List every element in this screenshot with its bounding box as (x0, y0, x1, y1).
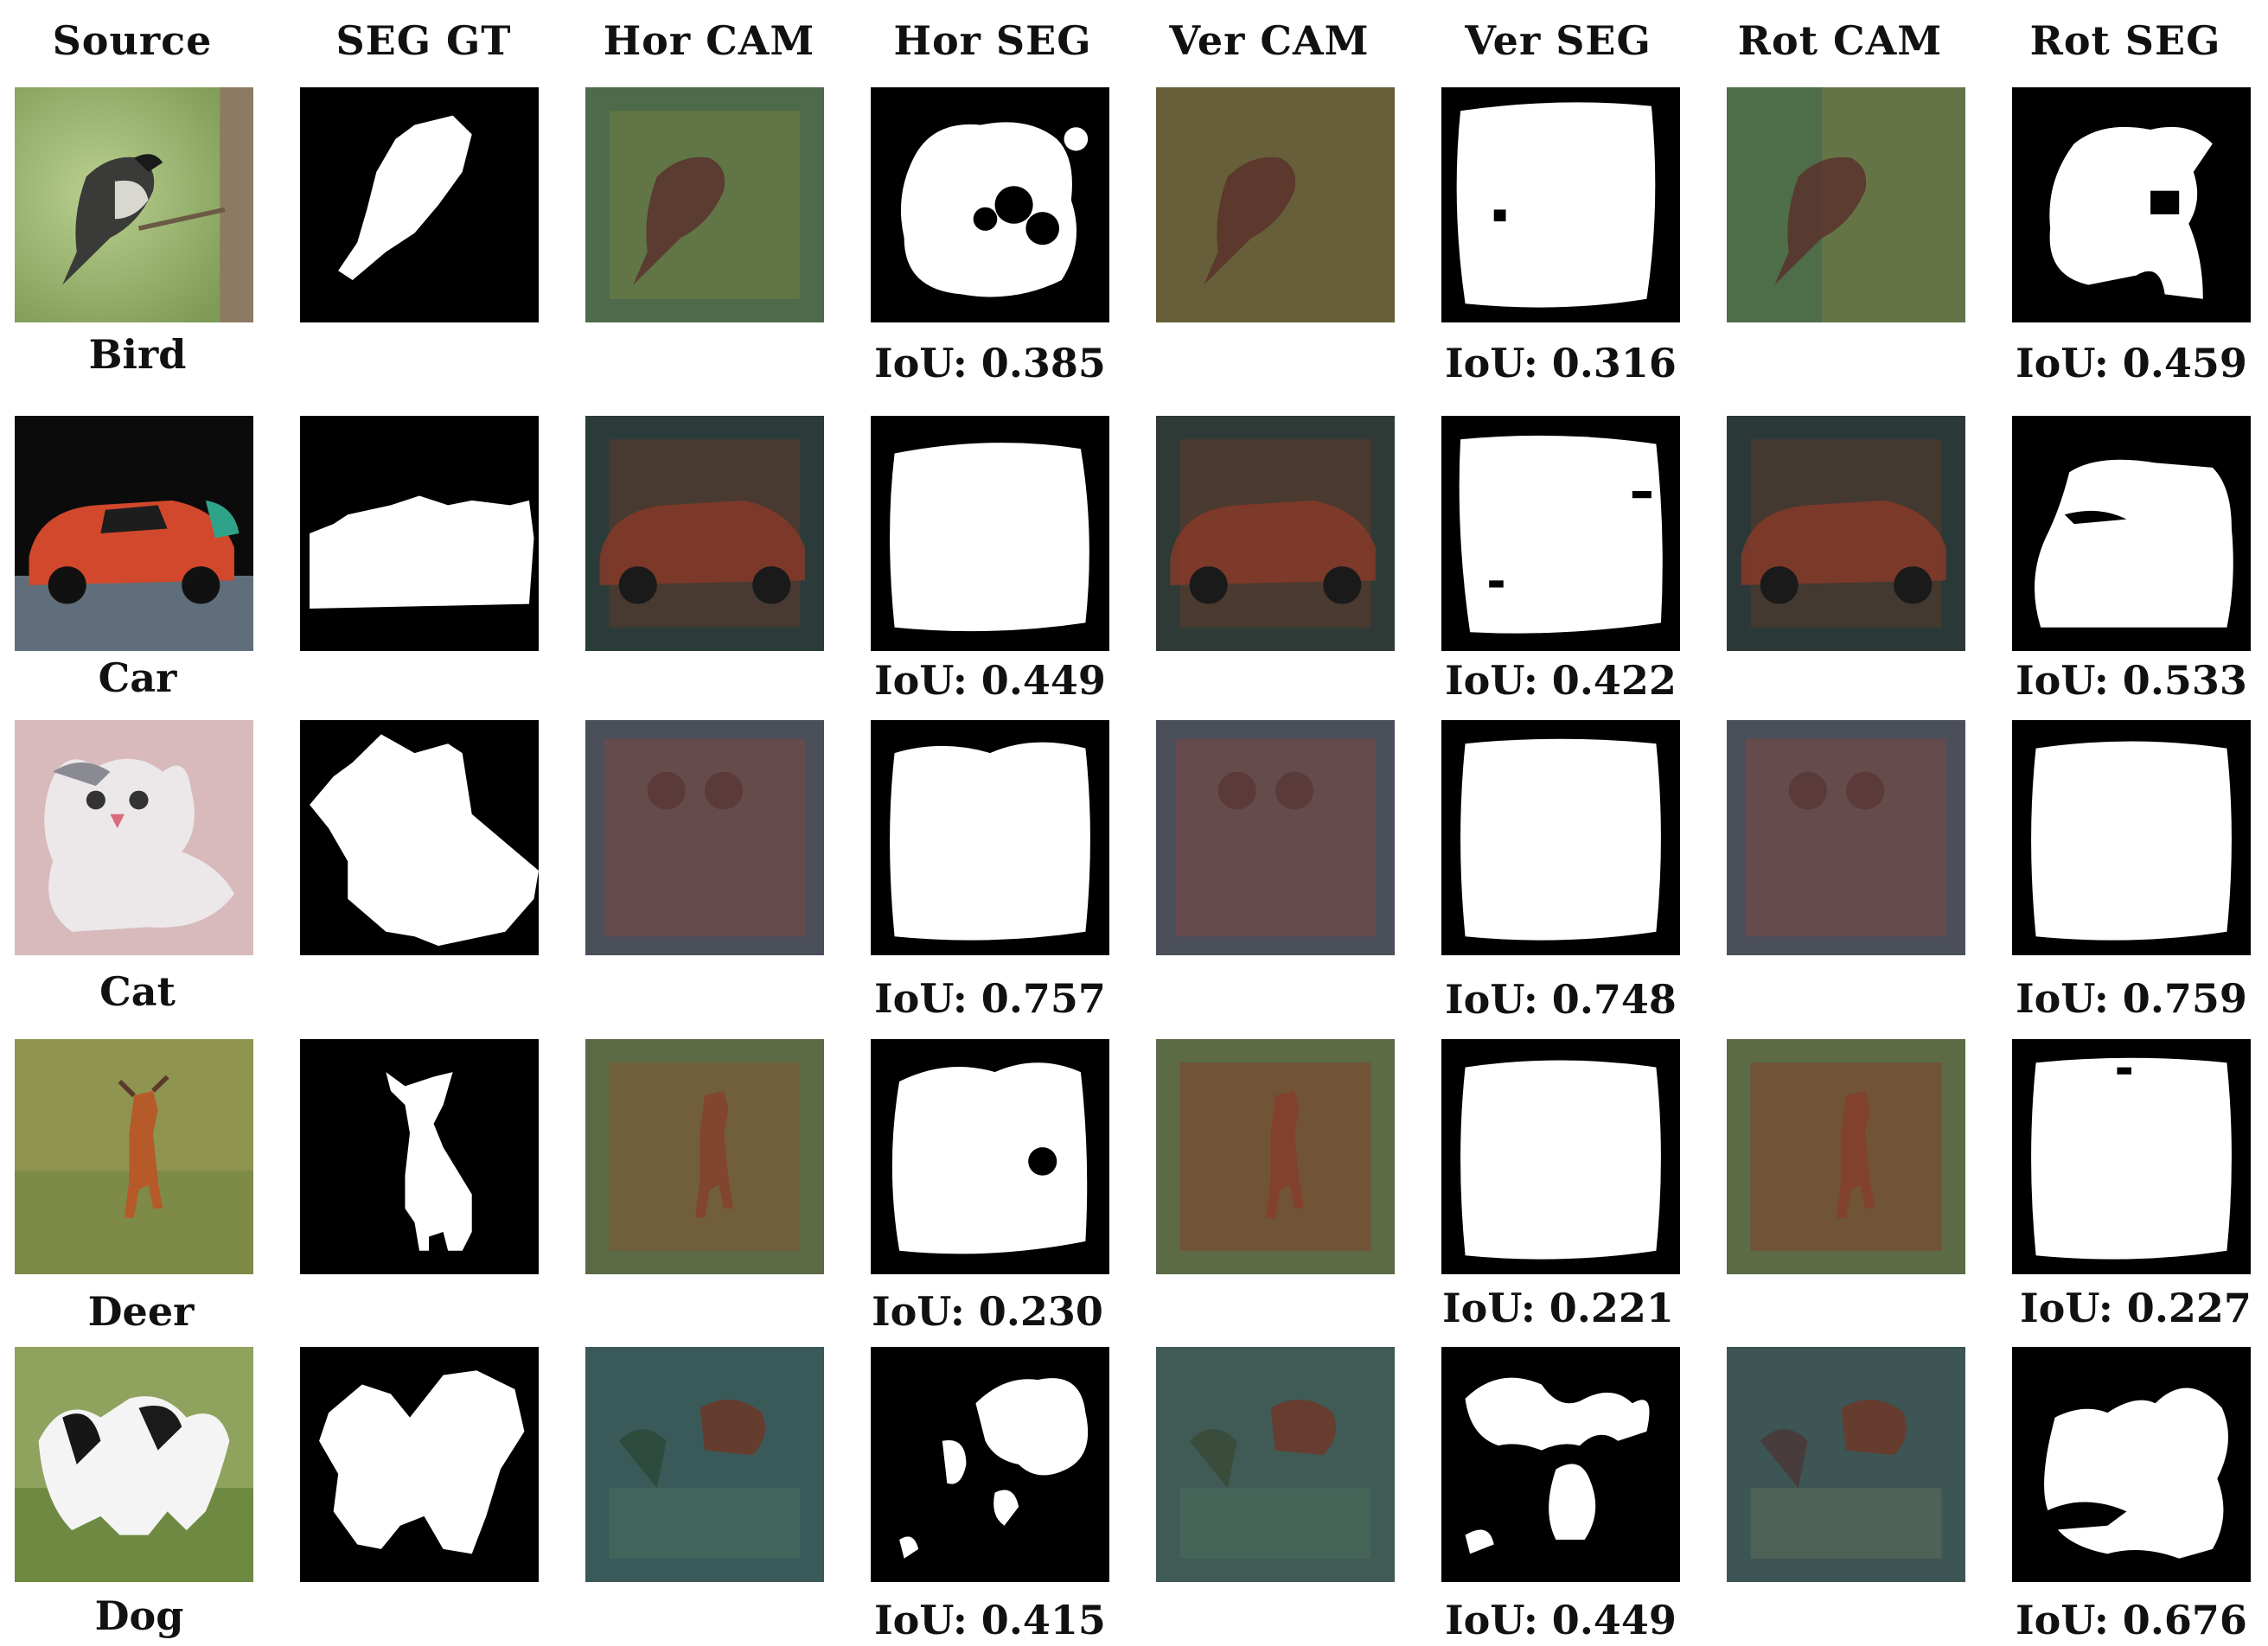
source-image-car (15, 416, 253, 651)
rot-seg-mask-bird (2012, 87, 2251, 322)
column-header-rot-seg: Rot SEG (2029, 17, 2221, 64)
rot-seg-mask-cat (2012, 720, 2251, 955)
rot-iou-deer: IoU: 0.227 (2020, 1285, 2252, 1331)
row-label-deer: Deer (87, 1288, 195, 1335)
rot-cam-heatmap-bird (1727, 87, 1965, 322)
ver-seg-mask-car (1441, 416, 1680, 651)
ver-iou-cat: IoU: 0.748 (1445, 976, 1677, 1023)
source-image-deer (15, 1039, 253, 1274)
ver-iou-deer: IoU: 0.221 (1442, 1285, 1674, 1331)
column-header-source: Source (52, 17, 213, 64)
rot-seg-mask-car (2012, 416, 2251, 651)
rot-seg-mask-dog (2012, 1347, 2251, 1582)
ver-cam-heatmap-bird (1156, 87, 1395, 322)
hor-seg-mask-deer (871, 1039, 1109, 1274)
ver-iou-dog: IoU: 0.449 (1445, 1597, 1677, 1643)
hor-iou-car: IoU: 0.449 (874, 657, 1106, 704)
seg-gt-mask-car (300, 416, 539, 651)
hor-seg-mask-cat (871, 720, 1109, 955)
rot-iou-car: IoU: 0.533 (2016, 657, 2247, 704)
hor-iou-deer: IoU: 0.230 (872, 1288, 1103, 1335)
rot-iou-dog: IoU: 0.676 (2016, 1597, 2247, 1643)
seg-gt-mask-deer (300, 1039, 539, 1274)
column-header-seg-gt: SEG GT (335, 17, 512, 64)
source-image-dog (15, 1347, 253, 1582)
seg-gt-mask-bird (300, 87, 539, 322)
ver-seg-mask-deer (1441, 1039, 1680, 1274)
rot-cam-heatmap-dog (1727, 1347, 1965, 1582)
row-label-cat: Cat (99, 968, 176, 1015)
hor-seg-mask-car (871, 416, 1109, 651)
ver-cam-heatmap-car (1156, 416, 1395, 651)
source-image-cat (15, 720, 253, 955)
ver-seg-mask-bird (1441, 87, 1680, 322)
row-label-dog: Dog (94, 1592, 184, 1639)
ver-cam-heatmap-deer (1156, 1039, 1395, 1274)
hor-seg-mask-dog (871, 1347, 1109, 1582)
hor-cam-heatmap-bird (585, 87, 824, 322)
ver-iou-car: IoU: 0.422 (1445, 657, 1677, 704)
row-label-car: Car (98, 654, 177, 701)
column-header-hor-cam: Hor CAM (603, 17, 815, 64)
ver-seg-mask-cat (1441, 720, 1680, 955)
hor-iou-bird: IoU: 0.385 (874, 340, 1106, 386)
rot-seg-mask-deer (2012, 1039, 2251, 1274)
ver-seg-mask-dog (1441, 1347, 1680, 1582)
hor-cam-heatmap-deer (585, 1039, 824, 1274)
hor-iou-cat: IoU: 0.757 (874, 975, 1106, 1022)
seg-gt-mask-cat (300, 720, 539, 955)
column-header-hor-seg: Hor SEG (893, 17, 1092, 64)
source-image-bird (15, 87, 253, 322)
hor-cam-heatmap-dog (585, 1347, 824, 1582)
column-header-ver-cam: Ver CAM (1169, 17, 1370, 64)
hor-cam-heatmap-car (585, 416, 824, 651)
hor-seg-mask-bird (871, 87, 1109, 322)
rot-cam-heatmap-cat (1727, 720, 1965, 955)
column-header-rot-cam: Rot CAM (1737, 17, 1943, 64)
column-header-ver-seg: Ver SEG (1465, 17, 1651, 64)
ver-cam-heatmap-cat (1156, 720, 1395, 955)
rot-cam-heatmap-deer (1727, 1039, 1965, 1274)
hor-iou-dog: IoU: 0.415 (874, 1597, 1106, 1643)
hor-cam-heatmap-cat (585, 720, 824, 955)
rot-cam-heatmap-car (1727, 416, 1965, 651)
seg-gt-mask-dog (300, 1347, 539, 1582)
row-label-bird: Bird (88, 331, 187, 378)
rot-iou-bird: IoU: 0.459 (2016, 340, 2247, 386)
rot-iou-cat: IoU: 0.759 (2016, 975, 2247, 1022)
ver-cam-heatmap-dog (1156, 1347, 1395, 1582)
ver-iou-bird: IoU: 0.316 (1445, 340, 1677, 386)
